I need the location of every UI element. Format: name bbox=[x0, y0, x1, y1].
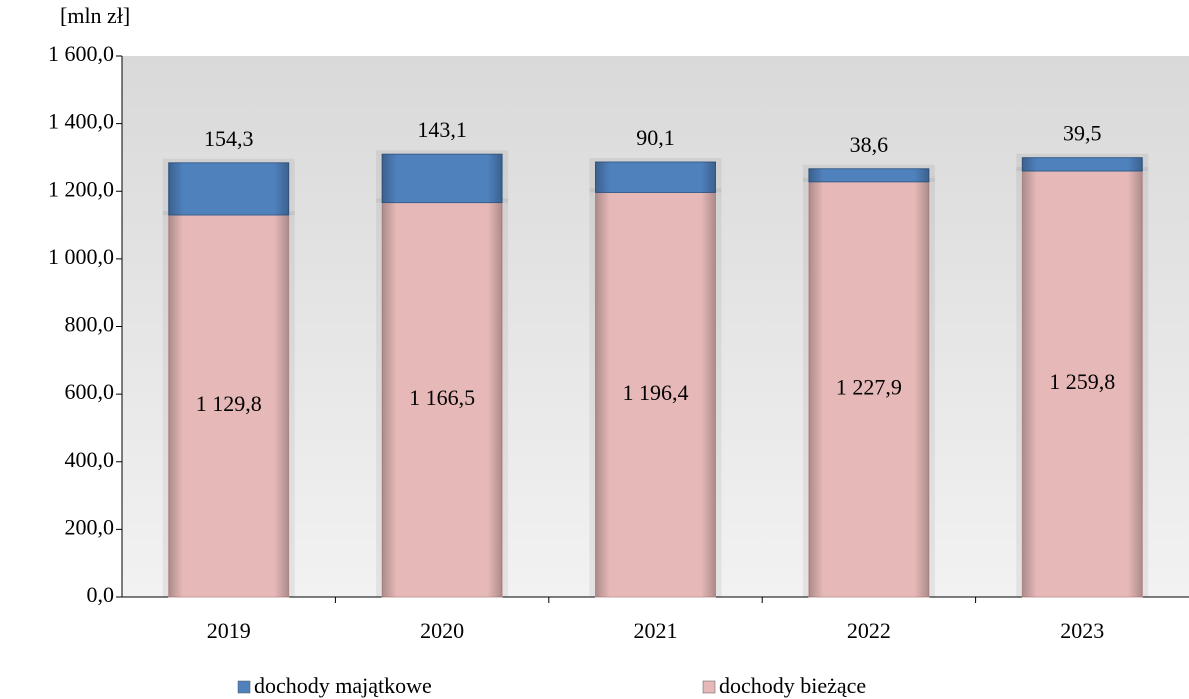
bar-bevel bbox=[1022, 157, 1143, 172]
y-tick-label: 1 000,0 bbox=[48, 244, 114, 269]
legend-label: dochody bieżące bbox=[719, 673, 866, 698]
y-tick-label: 200,0 bbox=[65, 514, 115, 539]
bar-bevel bbox=[382, 154, 503, 203]
data-label: 38,6 bbox=[850, 132, 889, 157]
y-tick-label: 400,0 bbox=[65, 447, 115, 472]
y-tick-label: 800,0 bbox=[65, 312, 115, 337]
bar-bevel bbox=[808, 181, 929, 597]
data-label: 154,3 bbox=[204, 126, 254, 151]
bar-bevel bbox=[1022, 171, 1143, 597]
x-tick-label: 2021 bbox=[634, 618, 678, 643]
y-tick-label: 1 600,0 bbox=[48, 41, 114, 66]
y-tick-label: 0,0 bbox=[87, 582, 115, 607]
bar-bevel bbox=[168, 162, 289, 215]
data-label: 1 196,4 bbox=[623, 380, 689, 405]
x-tick-label: 2023 bbox=[1060, 618, 1104, 643]
y-axis-title: [mln zł] bbox=[60, 3, 130, 28]
y-tick-label: 1 400,0 bbox=[48, 109, 114, 134]
bar-bevel bbox=[808, 168, 929, 182]
x-tick-label: 2019 bbox=[207, 618, 251, 643]
data-label: 1 129,8 bbox=[196, 391, 262, 416]
bar-bevel bbox=[595, 192, 716, 597]
data-label: 1 259,8 bbox=[1049, 369, 1115, 394]
legend-swatch bbox=[237, 680, 251, 694]
bar-bevel bbox=[595, 162, 716, 193]
legend-swatch bbox=[702, 680, 716, 694]
x-tick-label: 2022 bbox=[847, 618, 891, 643]
legend-label: dochody majątkowe bbox=[254, 673, 432, 698]
data-label: 143,1 bbox=[417, 117, 467, 142]
y-tick-label: 1 200,0 bbox=[48, 176, 114, 201]
data-label: 1 227,9 bbox=[836, 374, 902, 399]
y-tick-label: 600,0 bbox=[65, 379, 115, 404]
data-label: 1 166,5 bbox=[409, 385, 475, 410]
bar-bevel bbox=[168, 214, 289, 597]
data-label: 90,1 bbox=[636, 125, 675, 150]
data-label: 39,5 bbox=[1063, 121, 1102, 146]
bar-bevel bbox=[382, 202, 503, 597]
x-tick-label: 2020 bbox=[420, 618, 464, 643]
